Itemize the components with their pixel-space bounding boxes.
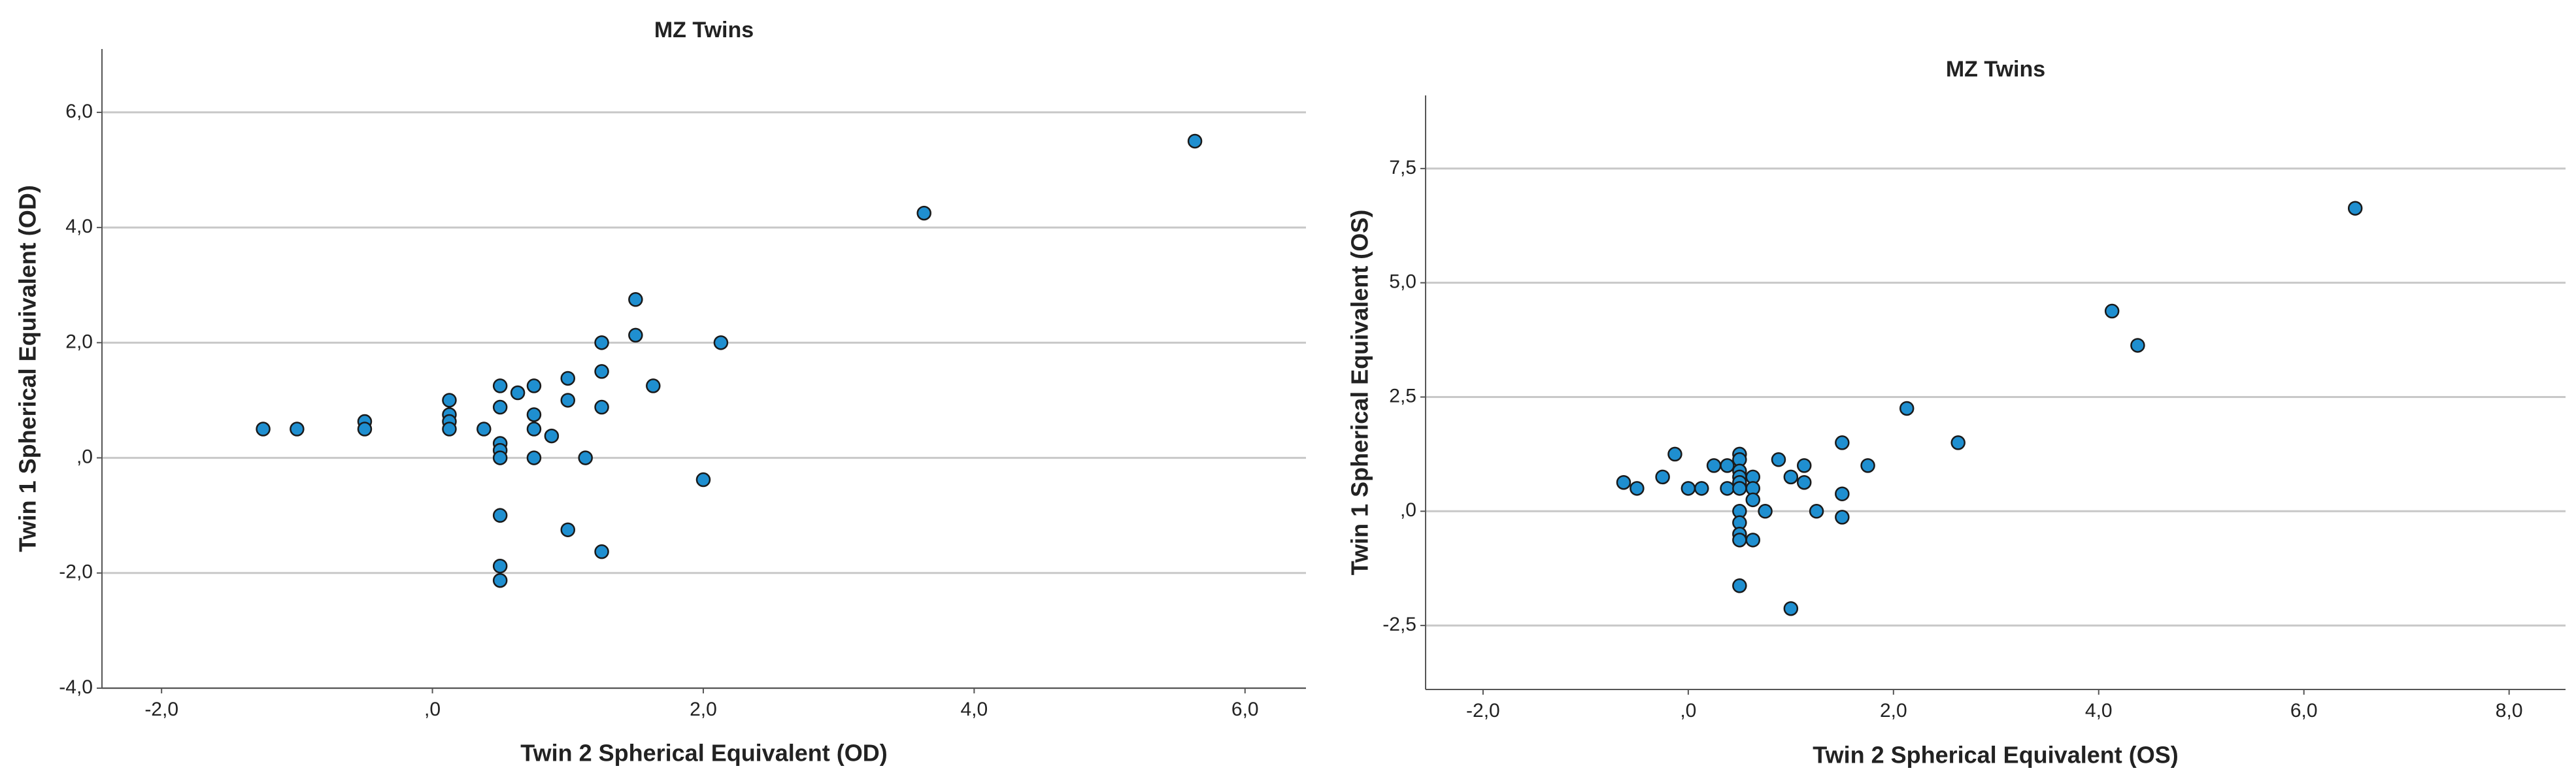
- point: [2130, 338, 2145, 353]
- x-tick-label: 4,0: [2085, 700, 2113, 721]
- x-tick-label: ,0: [424, 699, 441, 720]
- point: [560, 522, 576, 537]
- point: [492, 558, 508, 574]
- point: [1720, 458, 1735, 473]
- point: [492, 572, 508, 588]
- x-tick-label: 2,0: [1880, 700, 1907, 721]
- point: [1630, 481, 1645, 496]
- x-tick-label: 6,0: [1231, 699, 1259, 720]
- point: [1771, 452, 1786, 467]
- x-tick-label: 2,0: [690, 699, 717, 720]
- point: [1745, 492, 1761, 508]
- point: [560, 371, 576, 386]
- y-tick-label: 7,5: [1389, 157, 1416, 178]
- y-tick-label: 2,5: [1389, 385, 1416, 406]
- point: [526, 378, 542, 393]
- y-tick-label: ,0: [1400, 499, 1416, 521]
- point: [492, 378, 508, 393]
- y-axis-title: Twin 1 Spherical Equivalent (OD): [14, 185, 41, 552]
- x-tick-label: 6,0: [2290, 700, 2318, 721]
- x-tick-label: 8,0: [2496, 700, 2523, 721]
- point: [1796, 458, 1812, 473]
- point: [442, 422, 457, 437]
- point: [1796, 474, 1812, 490]
- point: [1732, 533, 1747, 548]
- y-tick-label: 5,0: [1389, 271, 1416, 293]
- point: [2347, 201, 2363, 216]
- y-tick-label: -2,5: [1382, 614, 1416, 635]
- point: [1655, 469, 1670, 485]
- point: [1950, 435, 1965, 450]
- point: [1899, 401, 1915, 416]
- point: [560, 393, 576, 408]
- point: [442, 393, 457, 408]
- y-tick-label: 4,0: [65, 216, 93, 237]
- point: [713, 335, 729, 350]
- point: [1667, 446, 1682, 462]
- y-axis-title: Twin 1 Spherical Equivalent (OS): [1347, 210, 1373, 575]
- point: [526, 407, 542, 422]
- point: [492, 508, 508, 523]
- y-tick-label: -2,0: [59, 561, 93, 583]
- point: [1758, 504, 1773, 519]
- point: [628, 292, 643, 307]
- point: [1835, 486, 1850, 501]
- point: [492, 450, 508, 465]
- point: [510, 385, 526, 401]
- x-axis-title: Twin 2 Spherical Equivalent (OS): [1813, 742, 2178, 769]
- point: [544, 428, 560, 444]
- point: [256, 422, 271, 437]
- point: [357, 422, 373, 437]
- chart-title: MZ Twins: [654, 18, 754, 42]
- point: [1706, 458, 1722, 473]
- point: [526, 450, 542, 465]
- x-tick-label: -2,0: [1466, 700, 1500, 721]
- point: [1720, 481, 1735, 496]
- point: [1783, 601, 1799, 616]
- point: [578, 450, 593, 465]
- point: [916, 205, 931, 221]
- point: [594, 399, 609, 415]
- y-tick-label: 2,0: [65, 331, 93, 352]
- point: [290, 422, 305, 437]
- point: [1835, 510, 1850, 525]
- x-tick-label: 4,0: [961, 699, 988, 720]
- point: [1860, 458, 1875, 473]
- point: [1732, 481, 1747, 496]
- point: [477, 422, 492, 437]
- point: [594, 335, 609, 350]
- point: [1732, 578, 1747, 593]
- chart-title: MZ Twins: [1946, 57, 2045, 82]
- point: [2104, 303, 2120, 319]
- point: [1187, 133, 1203, 149]
- y-tick-label: 6,0: [65, 101, 93, 122]
- point: [594, 364, 609, 379]
- point: [695, 472, 711, 488]
- point: [526, 422, 542, 437]
- point: [492, 399, 508, 415]
- point: [1694, 481, 1709, 496]
- x-tick-label: -2,0: [144, 699, 178, 720]
- point: [1835, 435, 1850, 450]
- point: [628, 327, 643, 343]
- point: [1681, 481, 1696, 496]
- point: [594, 544, 609, 559]
- point: [1616, 474, 1631, 490]
- point: [1783, 469, 1799, 485]
- y-tick-label: ,0: [76, 446, 93, 467]
- point: [646, 378, 661, 393]
- point: [1745, 533, 1761, 548]
- y-tick-label: -4,0: [59, 676, 93, 698]
- point: [1809, 504, 1824, 519]
- x-axis-title: Twin 2 Spherical Equivalent (OD): [520, 740, 887, 767]
- x-tick-label: ,0: [1680, 700, 1696, 721]
